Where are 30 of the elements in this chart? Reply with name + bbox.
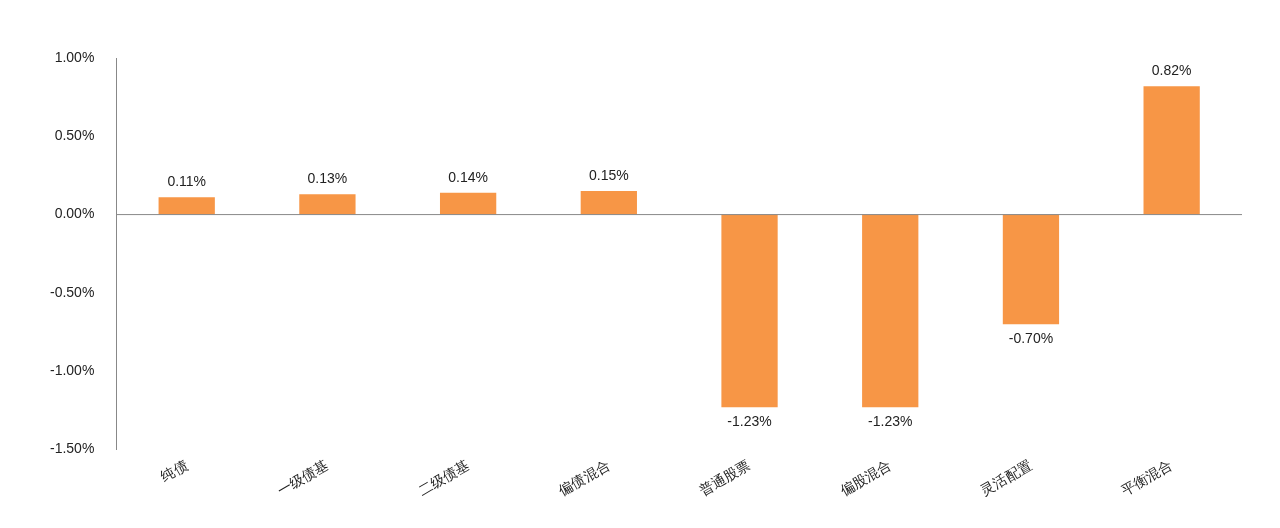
bar xyxy=(158,197,215,215)
x-tick-label: 纯债 xyxy=(157,456,191,485)
x-tick-label: 一级债基 xyxy=(274,456,331,499)
data-label: 0.14% xyxy=(448,168,488,185)
bar xyxy=(439,192,497,215)
x-tick-label: 偏股混合 xyxy=(837,456,894,499)
data-label: 0.13% xyxy=(307,170,348,187)
x-tick-label: 二级债基 xyxy=(415,456,472,499)
x-tick-label: 普通股票 xyxy=(696,456,753,499)
data-label: 0.15% xyxy=(588,166,629,183)
y-tick-label: -1.50% xyxy=(50,440,95,457)
y-tick-label: -0.50% xyxy=(50,283,95,300)
data-label: -0.70% xyxy=(1008,330,1054,347)
x-tick-label: 偏债混合 xyxy=(555,456,613,499)
bar xyxy=(862,214,919,408)
data-label: -1.23% xyxy=(868,413,913,430)
y-tick-label: 0.50% xyxy=(54,127,95,144)
bar xyxy=(1002,214,1060,325)
data-label: -1.23% xyxy=(727,413,772,430)
data-label: 0.11% xyxy=(167,173,207,190)
bar xyxy=(580,191,637,215)
y-tick-label: 0.00% xyxy=(54,205,95,222)
bar xyxy=(299,194,356,215)
y-tick-label: -1.00% xyxy=(50,362,95,379)
x-tick-label: 平衡混合 xyxy=(1118,456,1176,499)
x-tick-label: 灵活配置 xyxy=(977,456,1035,499)
bar xyxy=(721,214,778,408)
y-tick-label: 1.00% xyxy=(54,48,95,65)
data-label: 0.82% xyxy=(1151,62,1192,79)
bar xyxy=(1143,86,1200,215)
